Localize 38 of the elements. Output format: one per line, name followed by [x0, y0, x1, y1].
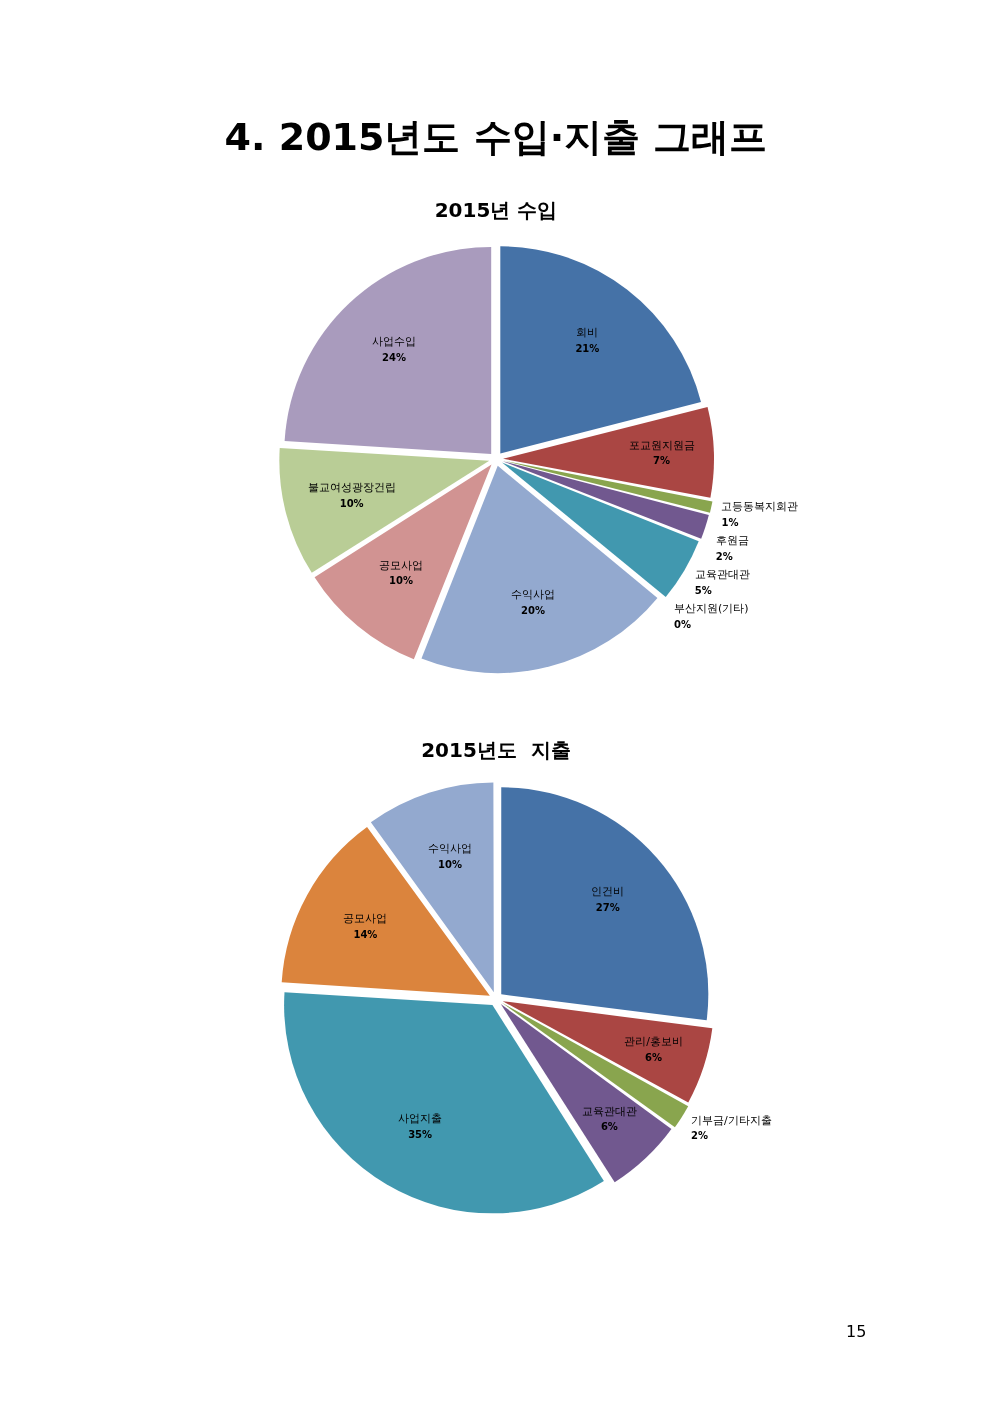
- slice-label: 공모사업: [343, 912, 388, 926]
- data-label: 2%: [691, 1130, 709, 1142]
- slice-label: 수익사업: [511, 588, 556, 602]
- slice-label: 회비: [576, 326, 599, 340]
- data-label: 6%: [600, 1121, 618, 1133]
- slice-label: 사업수입: [371, 335, 416, 349]
- data-label: 10%: [339, 497, 364, 509]
- data-label: 14%: [353, 928, 378, 940]
- slice-label: 교육관대관: [581, 1104, 637, 1118]
- slice-label: 수익사업: [427, 842, 472, 856]
- chart-title: 2015년 수입: [434, 198, 558, 223]
- data-label: 35%: [408, 1128, 433, 1140]
- slice-label: 고등동복지회관: [721, 500, 799, 514]
- slice-label: 기부금/기타지출: [691, 1113, 772, 1127]
- slice-label: 교육관대관: [694, 568, 750, 582]
- data-label: 2%: [715, 550, 733, 562]
- text: 4. 2015년도 수입·지출 그래프: [223, 114, 769, 161]
- slice-label: 포교원지원금: [628, 438, 695, 452]
- slice-label: 사업지출: [398, 1112, 443, 1126]
- category-label: 부산지원(기타): [673, 602, 749, 616]
- data-label: 20%: [521, 604, 546, 616]
- slice-label: 불교여성광장건립: [307, 480, 396, 494]
- slice-label: 후원금: [715, 534, 749, 548]
- data-label: 10%: [389, 575, 413, 587]
- chart-title: 2015년도 지출: [421, 738, 571, 763]
- data-label: 10%: [437, 858, 462, 870]
- text: 15: [846, 1322, 867, 1341]
- data-label: 27%: [595, 902, 620, 914]
- data-label: 6%: [645, 1051, 662, 1063]
- data-label: 24%: [382, 351, 406, 363]
- slice-label: 관리/홍보비: [624, 1035, 683, 1049]
- data-label: 5%: [694, 584, 712, 596]
- slice-label: 공모사업: [379, 558, 423, 572]
- text: 0%: [673, 618, 691, 630]
- data-label: 1%: [721, 516, 739, 528]
- slice-label: 인건비: [591, 885, 625, 899]
- data-label: 21%: [575, 342, 600, 354]
- data-label: 7%: [653, 455, 671, 467]
